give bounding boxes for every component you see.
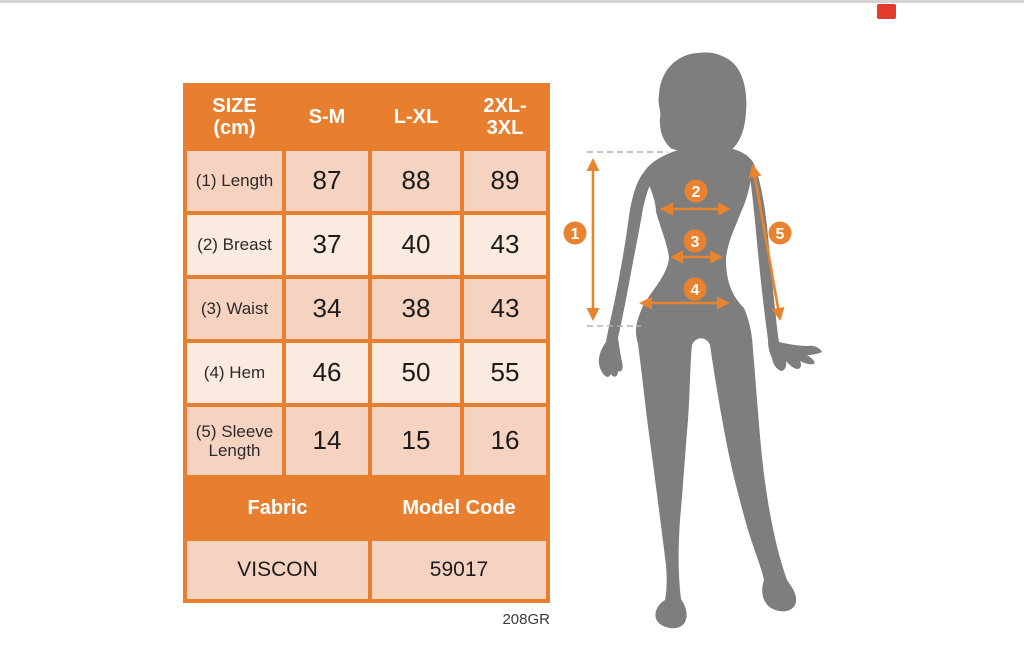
row-label-length: (1) Length — [187, 151, 282, 211]
corner-red-mark — [877, 4, 896, 19]
table-cell: 34 — [286, 279, 368, 339]
female-silhouette — [598, 52, 822, 629]
row-label-hem: (4) Hem — [187, 343, 282, 403]
fabric-value: VISCON — [187, 541, 368, 599]
badge-5-number: 5 — [776, 226, 785, 243]
table-cell: 50 — [372, 343, 460, 403]
table-cell: 89 — [464, 151, 546, 211]
row-label-waist: (3) Waist — [187, 279, 282, 339]
col-header-l-xl: L-XL — [372, 87, 460, 147]
measurement-figure: 1 2 3 4 5 — [563, 52, 822, 629]
size-table: SIZE (cm) S-M L-XL 2XL-3XL (1) Length 87… — [183, 83, 550, 603]
table-cell: 15 — [372, 407, 460, 475]
table-cell: 88 — [372, 151, 460, 211]
col-header-s-m: S-M — [286, 87, 368, 147]
silhouette-body — [635, 144, 797, 629]
table-cell: 38 — [372, 279, 460, 339]
col-header-size-cm: SIZE (cm) — [187, 87, 282, 147]
table-cell: 43 — [464, 215, 546, 275]
badge-3-number: 3 — [691, 234, 700, 251]
table-cell: 46 — [286, 343, 368, 403]
measurement-badge-5: 5 — [768, 221, 792, 245]
measurement-badge-2: 2 — [684, 179, 708, 203]
table-cell: 16 — [464, 407, 546, 475]
badge-1-number: 1 — [571, 226, 580, 243]
measurement-badge-3: 3 — [683, 229, 707, 253]
table-cell: 55 — [464, 343, 546, 403]
model-code-value: 59017 — [372, 541, 546, 599]
row-label-breast: (2) Breast — [187, 215, 282, 275]
top-border-strip — [0, 0, 1024, 3]
table-cell: 87 — [286, 151, 368, 211]
weight-note: 208GR — [502, 611, 550, 628]
table-cell: 43 — [464, 279, 546, 339]
row-label-sleeve-length: (5) Sleeve Length — [187, 407, 282, 475]
sleeve-arrow — [748, 164, 785, 321]
badge-2-number: 2 — [692, 184, 701, 201]
measurement-badge-1: 1 — [563, 221, 587, 245]
silhouette-head — [658, 52, 747, 153]
silhouette-right-arm — [749, 162, 822, 371]
table-cell: 40 — [372, 215, 460, 275]
fabric-header: Fabric — [187, 479, 368, 537]
badge-4-number: 4 — [691, 282, 700, 299]
measurement-badge-4: 4 — [683, 277, 707, 301]
table-cell: 14 — [286, 407, 368, 475]
col-header-2xl-3xl: 2XL-3XL — [464, 87, 546, 147]
table-cell: 37 — [286, 215, 368, 275]
model-code-header: Model Code — [372, 479, 546, 537]
